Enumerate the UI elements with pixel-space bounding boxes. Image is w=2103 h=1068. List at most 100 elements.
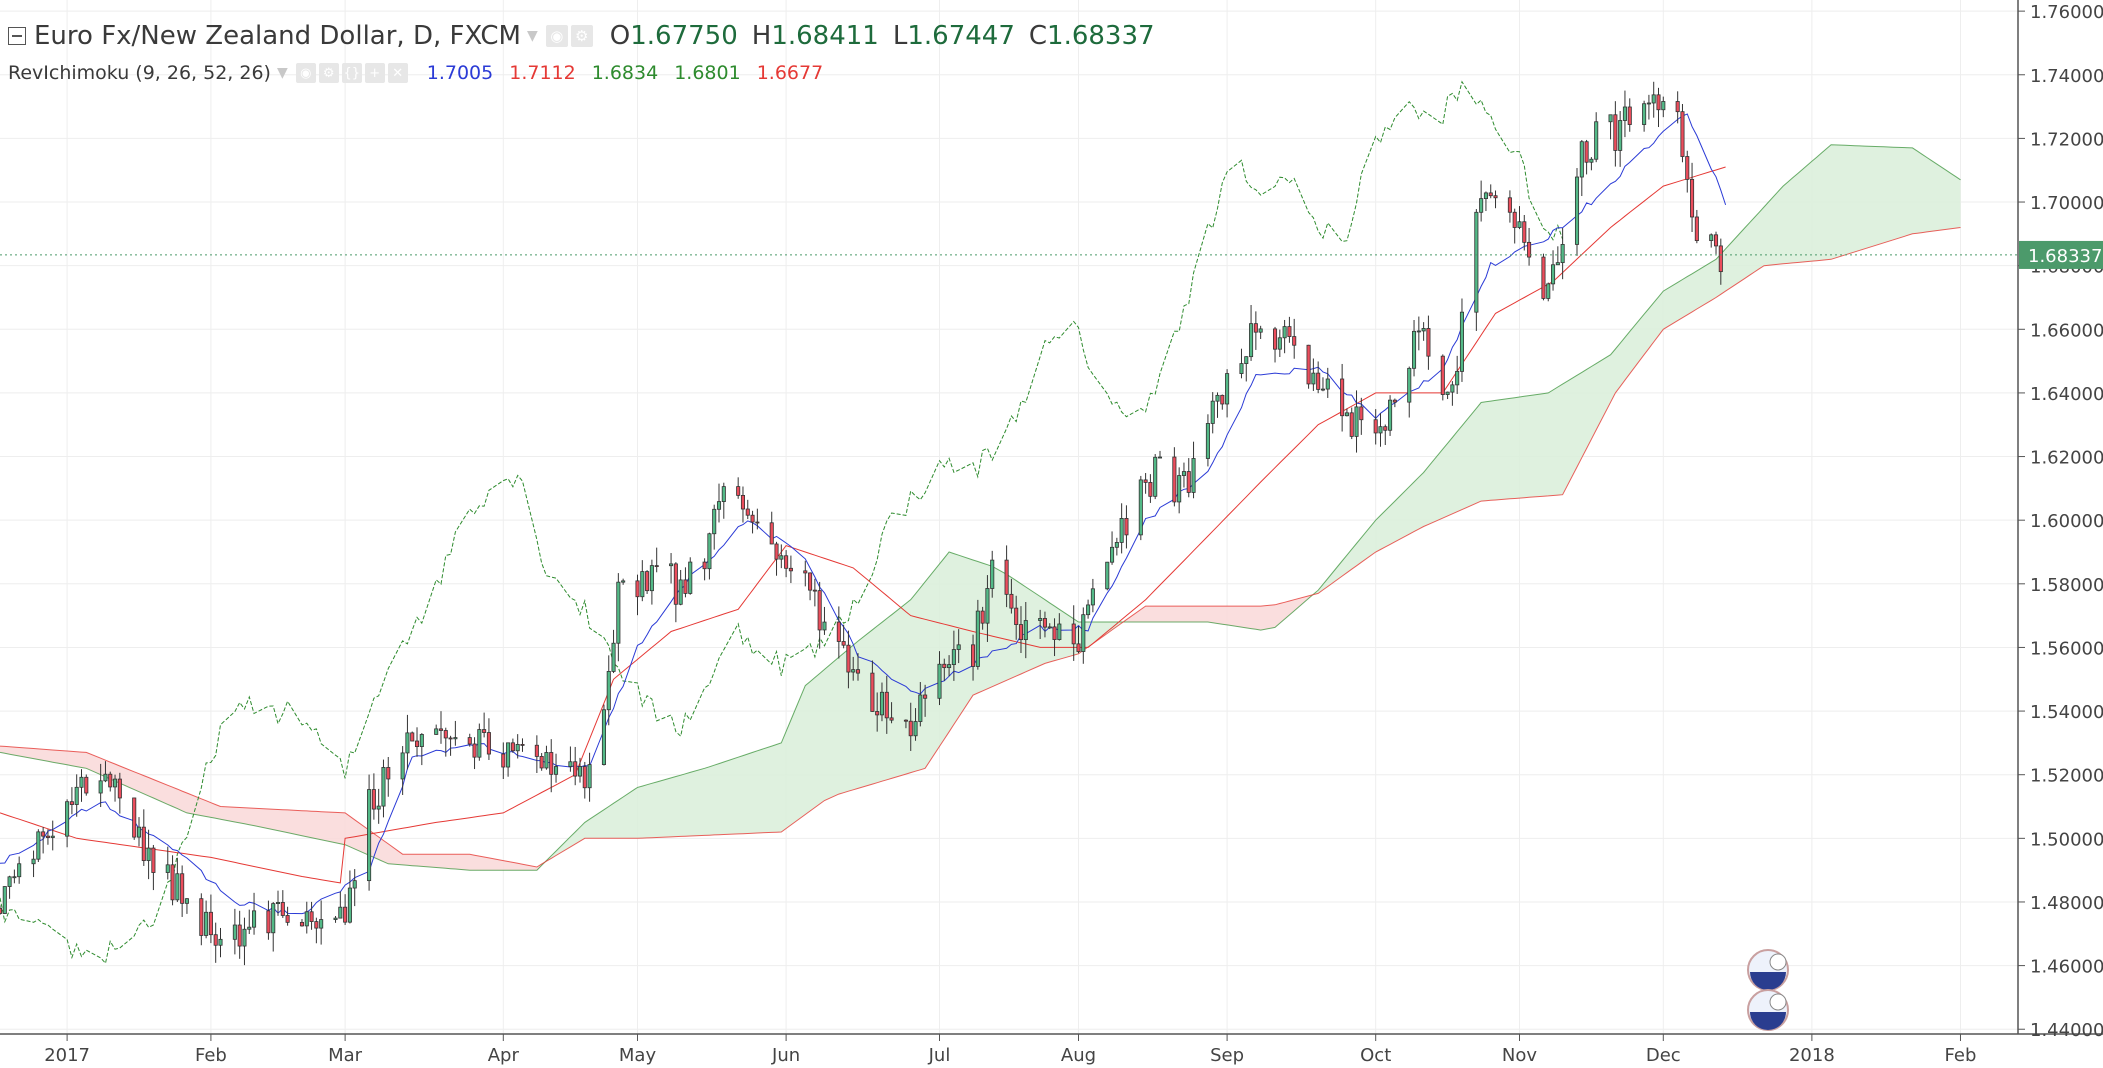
- candle-down: [1253, 311, 1258, 350]
- candle-down: [980, 606, 985, 630]
- candle-down: [117, 772, 122, 814]
- eye-icon[interactable]: ◉: [545, 25, 568, 47]
- symbol-title[interactable]: Euro Fx/New Zealand Dollar, D, FXCM: [34, 21, 521, 51]
- indicator-settings-icon[interactable]: ⚙: [318, 63, 339, 83]
- kijun-value: 1.7112: [509, 62, 576, 84]
- candle-up: [247, 909, 252, 935]
- candle-up: [79, 769, 84, 802]
- candle-down: [386, 757, 391, 797]
- candle-up: [1378, 413, 1383, 447]
- candle-up: [990, 550, 995, 598]
- collapse-icon[interactable]: [8, 27, 26, 45]
- candle-up: [1225, 369, 1230, 418]
- candle-down: [654, 547, 659, 573]
- candle-up: [587, 752, 592, 802]
- candle-up: [568, 746, 573, 772]
- candle-down: [1656, 87, 1661, 128]
- y-tick-label: 1.52000: [2030, 766, 2103, 787]
- candle-up: [184, 898, 189, 914]
- candle-up: [1244, 356, 1249, 382]
- y-tick-label: 1.72000: [2030, 129, 2103, 150]
- cloud-bullish: [546, 552, 1127, 862]
- candle-up: [1560, 228, 1565, 280]
- x-tick-label: 2017: [44, 1045, 90, 1066]
- x-tick-label: Aug: [1061, 1045, 1096, 1066]
- candle-down: [889, 702, 894, 724]
- indicator-remove-icon[interactable]: ✕: [387, 63, 408, 83]
- candle-up: [1215, 392, 1220, 418]
- settings-icon[interactable]: ⚙: [570, 25, 593, 47]
- candle-down: [371, 773, 376, 820]
- candle-up: [1546, 282, 1551, 302]
- candle-up: [376, 788, 381, 824]
- candle-down: [1522, 214, 1527, 251]
- candlesticks: [0, 81, 1723, 966]
- economic-event-flag-icon[interactable]: [1747, 989, 1789, 1031]
- economic-event-flag-icon[interactable]: [1747, 949, 1789, 991]
- candle-down: [1340, 363, 1345, 432]
- candle-up: [1483, 191, 1488, 212]
- candle-up: [1311, 358, 1316, 391]
- candle-up: [1320, 377, 1325, 392]
- event-markers[interactable]: [1747, 949, 1789, 1031]
- x-tick-label: Apr: [488, 1045, 520, 1066]
- tenkan-value: 1.7005: [426, 62, 494, 84]
- candle-up: [1086, 599, 1091, 619]
- candle-up: [975, 599, 980, 670]
- candle-down: [208, 894, 213, 944]
- candle-up: [822, 606, 827, 635]
- open-label: O: [609, 21, 631, 51]
- candle-down: [1009, 578, 1014, 614]
- candle-up: [453, 720, 458, 746]
- candle-down: [414, 727, 420, 757]
- x-tick-label: May: [619, 1045, 657, 1066]
- candle-up: [1110, 531, 1115, 565]
- symbol-row: Euro Fx/New Zealand Dollar, D, FXCM ▼ ◉ …: [8, 16, 1155, 56]
- candle-down: [1076, 625, 1081, 654]
- candle-up: [352, 869, 357, 907]
- candle-down: [1124, 505, 1129, 549]
- candle-up: [577, 757, 583, 783]
- candle-down: [280, 890, 285, 918]
- indicator-name[interactable]: RevIchimoku (9, 26, 52, 26): [8, 62, 271, 84]
- candle-down: [199, 893, 204, 946]
- y-tick-label: 1.74000: [2030, 66, 2103, 87]
- candle-down: [1004, 545, 1009, 608]
- candle-down: [1042, 611, 1047, 638]
- candle-down: [841, 624, 846, 649]
- candle-up: [1282, 319, 1287, 354]
- candle-up: [669, 553, 674, 584]
- candle-up: [1344, 408, 1349, 417]
- candle-down: [1426, 315, 1431, 370]
- candle-up: [419, 733, 424, 766]
- candle-up: [405, 714, 410, 770]
- candle-up: [601, 704, 606, 766]
- candle-down: [237, 910, 242, 959]
- indicator-eye-icon[interactable]: ◉: [295, 63, 316, 83]
- senkou-span-b-line: [0, 227, 1961, 868]
- indicator-menu-caret-icon[interactable]: ▼: [276, 65, 288, 81]
- candle-up: [1574, 168, 1580, 256]
- candle-up: [1555, 246, 1560, 266]
- indicator-more-icon[interactable]: +: [364, 63, 385, 83]
- candle-down: [635, 574, 640, 616]
- high-value: 1.68411: [771, 21, 879, 51]
- symbol-menu-caret-icon[interactable]: ▼: [526, 28, 538, 44]
- candle-up: [252, 892, 257, 935]
- y-tick-label: 1.66000: [2030, 320, 2103, 341]
- indicator-source-icon[interactable]: {}: [341, 63, 362, 83]
- candle-up: [36, 829, 41, 862]
- span-a-value: 1.6834: [591, 62, 659, 84]
- chikou-span-line: [0, 80, 1564, 965]
- candle-up: [1474, 209, 1479, 331]
- candle-down: [486, 718, 491, 760]
- candle-up: [1646, 94, 1651, 120]
- candle-down: [1148, 474, 1153, 503]
- candle-down: [141, 809, 146, 866]
- candle-up: [1450, 381, 1455, 406]
- candle-up: [434, 724, 439, 735]
- candle-down: [539, 753, 544, 771]
- grid-lines: [0, 0, 2018, 1034]
- candle-down: [1613, 101, 1618, 167]
